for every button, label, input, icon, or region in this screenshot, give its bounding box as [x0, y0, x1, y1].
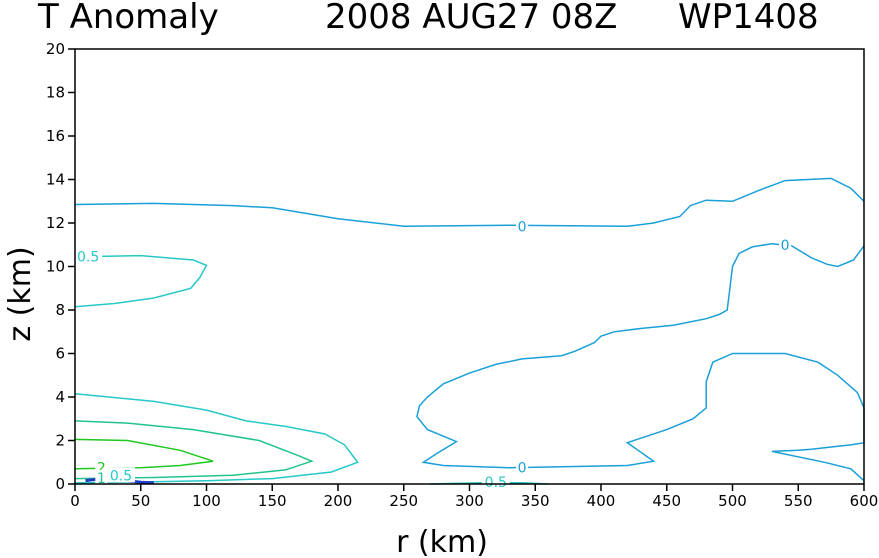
- y-axis-ticks: 0 2 4 6 8 10 12 14 16 18 20: [46, 40, 75, 493]
- chart-title-storm: WP1408: [678, 0, 819, 37]
- y-tick-label-1: 2: [55, 432, 65, 450]
- x-tick-label-6: 300: [455, 492, 484, 510]
- y-tick-label-0: 0: [55, 475, 65, 493]
- contour-line-2: [74, 254, 208, 308]
- contour-line-0: [74, 177, 865, 228]
- x-tick-label-0: 0: [70, 492, 80, 510]
- contour-line-6: [74, 438, 214, 470]
- y-axis-label: z (km): [3, 246, 38, 341]
- contour-lines: [74, 177, 865, 485]
- contour-label-6: 2: [97, 461, 106, 477]
- contour-label-5: 0.5: [485, 475, 507, 491]
- contour-label-bg-0: [516, 218, 529, 234]
- contour-label-bg-3: [74, 248, 103, 264]
- y-tick-label-8: 16: [46, 127, 65, 145]
- x-tick-label-2: 100: [192, 492, 221, 510]
- y-tick-label-7: 14: [46, 171, 65, 189]
- contour-label-4: 0.5: [110, 468, 132, 484]
- x-tick-label-12: 600: [850, 492, 879, 510]
- x-axis-ticks: 0 50 100 150 200 250 300 350 400 450 500 550 600: [70, 484, 878, 510]
- x-tick-label-11: 550: [784, 492, 813, 510]
- contour-line-5: [74, 420, 314, 480]
- x-tick-label-4: 200: [324, 492, 353, 510]
- contour-line-3: [74, 392, 359, 484]
- contour-label-2: 0: [518, 461, 527, 477]
- x-tick-label-7: 350: [521, 492, 550, 510]
- x-tick-label-9: 450: [652, 492, 681, 510]
- contour-label-0: 0: [518, 219, 527, 235]
- contour-line-1: [416, 242, 865, 482]
- contour-label-3: 0.5: [77, 250, 99, 266]
- contour-label-7: 1: [97, 471, 106, 487]
- contour-label-bg-7: [95, 469, 108, 485]
- x-tick-label-8: 400: [587, 492, 616, 510]
- chart-title: T Anomaly: [37, 0, 219, 37]
- y-tick-label-5: 10: [46, 258, 65, 276]
- x-tick-label-10: 500: [718, 492, 747, 510]
- contour-label-1: 0: [781, 238, 790, 254]
- contour-label-bg-1: [779, 236, 792, 252]
- y-tick-label-9: 18: [46, 84, 65, 102]
- y-tick-label-2: 4: [55, 388, 65, 406]
- contour-label-bg-5: [481, 473, 510, 489]
- contour-label-bg-4: [107, 467, 136, 483]
- x-axis-label: r (km): [396, 525, 488, 558]
- x-tick-label-5: 250: [389, 492, 418, 510]
- y-tick-label-6: 12: [46, 214, 65, 232]
- y-tick-label-3: 6: [55, 345, 65, 363]
- x-tick-label-1: 50: [131, 492, 150, 510]
- y-tick-label-4: 8: [55, 301, 65, 319]
- y-tick-label-10: 20: [46, 40, 65, 58]
- x-tick-label-3: 150: [258, 492, 287, 510]
- plot-frame: [74, 48, 865, 485]
- contour-label-bg-2: [516, 459, 529, 475]
- chart-title-date: 2008 AUG27 08Z: [325, 0, 617, 37]
